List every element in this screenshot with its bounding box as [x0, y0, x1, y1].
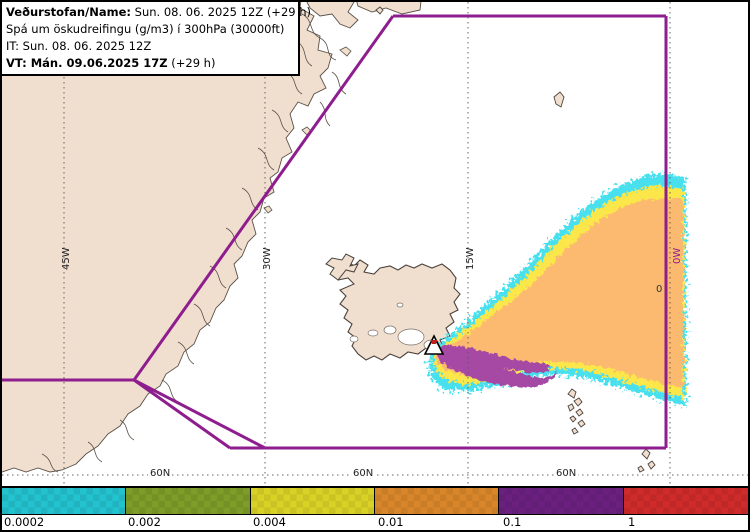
info-value-name: Sun. 08. 06. 2025 12Z (+29 h)	[131, 5, 312, 19]
colorbar-tick-0.0002: 0.0002	[4, 515, 45, 529]
colorbar-tick-1: 1	[628, 515, 636, 529]
info-line-valid-time: VT: Mán. 09.06.2025 17Z (+29 h)	[6, 55, 294, 72]
info-label-valid: VT: Mán. 09.06.2025 17Z	[6, 56, 168, 70]
colorbar-segment-olive-green[interactable]	[126, 488, 251, 514]
plume-orange-core	[435, 198, 683, 388]
colorbar-segment-cyan[interactable]	[2, 488, 127, 514]
faroe-islands	[567, 388, 586, 435]
jan-mayen-island	[553, 91, 565, 108]
iceland-westfjords	[325, 253, 359, 281]
parallel-label-60N-east: 60N	[554, 468, 579, 479]
info-line-name: Veðurstofan/Name: Sun. 08. 06. 2025 12Z …	[6, 4, 311, 21]
greenland-landmass	[2, 2, 333, 473]
plume-source-ray	[435, 347, 472, 359]
graticule	[2, 2, 748, 486]
arctic-island-1	[356, 2, 422, 15]
colorbar-axis-rule	[2, 514, 748, 515]
meridian-label-15W: 15W	[465, 247, 476, 270]
colorbar-tick-0.1: 0.1	[503, 515, 522, 529]
fir-northwest-diagonal	[132, 15, 395, 381]
colorbar-tick-0.002: 0.002	[128, 515, 161, 529]
origin-label-0: 0	[656, 284, 663, 295]
info-label-name: Veðurstofan/Name:	[6, 5, 131, 19]
fir-boundary	[2, 14, 668, 450]
colorbar-tick-labels: 0.0002 0.002 0.004 0.01 0.1 1	[2, 515, 748, 530]
colorbar-segment-orange[interactable]	[374, 488, 500, 514]
colorbar-segment-yellow[interactable]	[250, 488, 375, 514]
fir-southwest-diagonal	[133, 378, 231, 450]
concentration-colorbar[interactable]: 0.0002 0.002 0.004 0.01 0.1 1	[0, 488, 750, 532]
colorbar-segment-purple[interactable]	[499, 488, 624, 514]
meridian-label-0W: 0W	[672, 247, 683, 264]
greenland-northeast-lobe	[306, 2, 359, 29]
meridian-label-30W: 30W	[262, 247, 273, 270]
shetland-islets	[637, 448, 656, 473]
forecast-info-box: Veðurstofan/Name: Sun. 08. 06. 2025 12Z …	[2, 2, 311, 76]
info-line-issue-time: IT: Sun. 08. 06. 2025 12Z	[6, 39, 152, 53]
volcano-triangle-icon	[423, 334, 445, 355]
parallel-label-60N-west: 60N	[148, 468, 173, 479]
small-islet-north	[375, 6, 384, 15]
map-canvas[interactable]: 45W 30W 15W 0W 0 60N 60N 60N Veðurstofan…	[0, 0, 750, 488]
meridian-label-45W: 45W	[61, 247, 72, 270]
colorbar-swatches[interactable]	[2, 488, 748, 514]
greenland-fjord-detail	[41, 13, 347, 473]
map-graphics	[2, 2, 748, 486]
info-line-description: Spá um öskudreifingu (g/m3) í 300hPa (30…	[6, 22, 285, 36]
landmasses	[2, 2, 422, 473]
ash-plume	[428, 174, 686, 406]
fir-southeast-spur	[133, 378, 266, 450]
colorbar-segment-red[interactable]	[623, 488, 748, 514]
parallel-label-60N-center: 60N	[351, 468, 376, 479]
colorbar-tick-0.01: 0.01	[378, 515, 404, 529]
info-value-valid: (+29 h)	[167, 56, 216, 70]
colorbar-tick-0.004: 0.004	[253, 515, 286, 529]
